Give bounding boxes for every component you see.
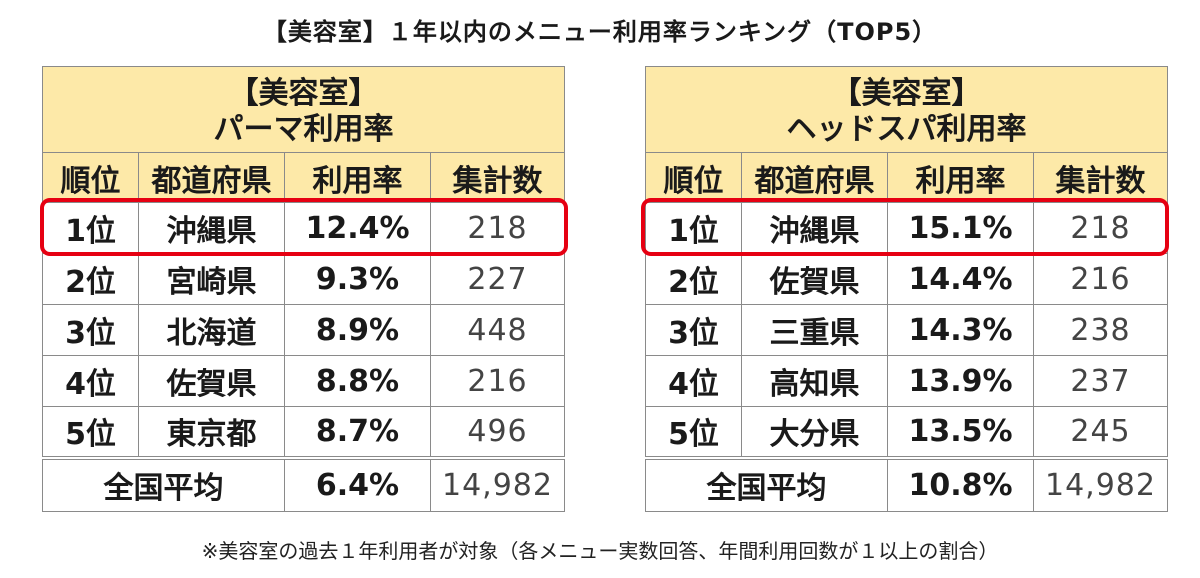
header-prefecture: 都道府県 bbox=[138, 152, 285, 203]
rank-cell: 5位 bbox=[645, 406, 742, 458]
prefecture-cell: 高知県 bbox=[741, 355, 888, 407]
rate-cell: 13.9% bbox=[887, 355, 1034, 407]
table-row: 2位 宮崎県 9.3% 227 bbox=[42, 253, 565, 305]
count-cell: 216 bbox=[430, 355, 565, 407]
table-caption: 【美容室】 ヘッドスパ利用率 bbox=[645, 66, 1168, 153]
caption-line1: 【美容室】 bbox=[831, 75, 982, 111]
rank-cell: 3位 bbox=[645, 304, 742, 356]
header-count: 集計数 bbox=[430, 152, 565, 203]
prefecture-cell: 佐賀県 bbox=[741, 253, 888, 305]
rate-cell: 14.4% bbox=[887, 253, 1034, 305]
table-caption: 【美容室】 パーマ利用率 bbox=[42, 66, 565, 153]
table-row: 3位 北海道 8.9% 448 bbox=[42, 304, 565, 356]
rank-cell: 4位 bbox=[42, 355, 139, 407]
average-rate: 10.8% bbox=[887, 455, 1034, 512]
average-label: 全国平均 bbox=[645, 455, 888, 512]
table-row: 1位 沖縄県 12.4% 218 bbox=[42, 202, 565, 254]
count-cell: 218 bbox=[430, 202, 565, 254]
header-row: 順位 都道府県 利用率 集計数 bbox=[645, 152, 1168, 203]
table-row: 4位 高知県 13.9% 237 bbox=[645, 355, 1168, 407]
rate-cell: 15.1% bbox=[887, 202, 1034, 254]
prefecture-cell: 大分県 bbox=[741, 406, 888, 458]
rank-cell: 4位 bbox=[645, 355, 742, 407]
rate-cell: 8.8% bbox=[284, 355, 431, 407]
count-cell: 496 bbox=[430, 406, 565, 458]
average-row: 全国平均 10.8% 14,982 bbox=[645, 455, 1168, 512]
top-rank-highlight bbox=[641, 198, 1169, 256]
footnote: ※美容室の過去１年利用者が対象（各メニュー実数回答、年間利用回数が１以上の割合） bbox=[201, 539, 999, 563]
rank-cell: 3位 bbox=[42, 304, 139, 356]
rank-cell: 1位 bbox=[42, 202, 139, 254]
table-row: 3位 三重県 14.3% 238 bbox=[645, 304, 1168, 356]
table-row: 5位 東京都 8.7% 496 bbox=[42, 406, 565, 458]
rate-cell: 13.5% bbox=[887, 406, 1034, 458]
count-cell: 216 bbox=[1033, 253, 1168, 305]
count-cell: 448 bbox=[430, 304, 565, 356]
header-rate: 利用率 bbox=[887, 152, 1034, 203]
prefecture-cell: 三重県 bbox=[741, 304, 888, 356]
header-rank: 順位 bbox=[42, 152, 139, 203]
count-cell: 227 bbox=[430, 253, 565, 305]
prefecture-cell: 北海道 bbox=[138, 304, 285, 356]
table-row: 2位 佐賀県 14.4% 216 bbox=[645, 253, 1168, 305]
header-rate: 利用率 bbox=[284, 152, 431, 203]
rate-cell: 14.3% bbox=[887, 304, 1034, 356]
prefecture-cell: 佐賀県 bbox=[138, 355, 285, 407]
table-row: 1位 沖縄県 15.1% 218 bbox=[645, 202, 1168, 254]
rank-cell: 5位 bbox=[42, 406, 139, 458]
table-row: 4位 佐賀県 8.8% 216 bbox=[42, 355, 565, 407]
headspa-ranking-table: 【美容室】 ヘッドスパ利用率 順位 都道府県 利用率 集計数 1位 沖縄県 15… bbox=[645, 66, 1168, 512]
header-count: 集計数 bbox=[1033, 152, 1168, 203]
page-title: 【美容室】１年以内のメニュー利用率ランキング（TOP5） bbox=[262, 18, 938, 46]
count-cell: 237 bbox=[1033, 355, 1168, 407]
prefecture-cell: 東京都 bbox=[138, 406, 285, 458]
caption-line1: 【美容室】 bbox=[228, 75, 379, 111]
rate-cell: 8.7% bbox=[284, 406, 431, 458]
average-label: 全国平均 bbox=[42, 455, 285, 512]
average-rate: 6.4% bbox=[284, 455, 431, 512]
header-row: 順位 都道府県 利用率 集計数 bbox=[42, 152, 565, 203]
top-rank-highlight bbox=[40, 198, 568, 256]
prefecture-cell: 沖縄県 bbox=[741, 202, 888, 254]
average-count: 14,982 bbox=[1033, 455, 1168, 512]
count-cell: 245 bbox=[1033, 406, 1168, 458]
count-cell: 218 bbox=[1033, 202, 1168, 254]
header-rank: 順位 bbox=[645, 152, 742, 203]
rate-cell: 9.3% bbox=[284, 253, 431, 305]
caption-line2: パーマ利用率 bbox=[213, 111, 394, 147]
header-prefecture: 都道府県 bbox=[741, 152, 888, 203]
rank-cell: 2位 bbox=[645, 253, 742, 305]
average-row: 全国平均 6.4% 14,982 bbox=[42, 455, 565, 512]
rank-cell: 2位 bbox=[42, 253, 139, 305]
table-row: 5位 大分県 13.5% 245 bbox=[645, 406, 1168, 458]
count-cell: 238 bbox=[1033, 304, 1168, 356]
perm-ranking-table: 【美容室】 パーマ利用率 順位 都道府県 利用率 集計数 1位 沖縄県 12.4… bbox=[42, 66, 565, 512]
prefecture-cell: 宮崎県 bbox=[138, 253, 285, 305]
rate-cell: 8.9% bbox=[284, 304, 431, 356]
average-count: 14,982 bbox=[430, 455, 565, 512]
caption-line2: ヘッドスパ利用率 bbox=[786, 111, 1027, 147]
